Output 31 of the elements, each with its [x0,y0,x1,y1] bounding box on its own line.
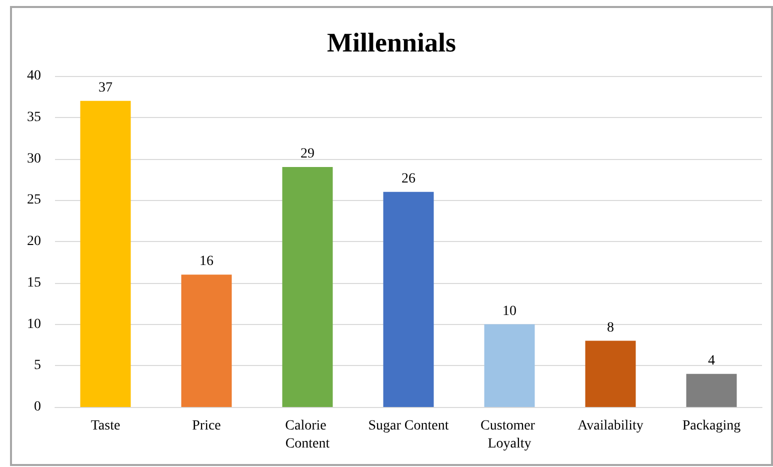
x-tick-label: Calorie Content [285,418,330,452]
data-label: 29 [300,146,314,162]
data-label: 8 [607,320,614,336]
y-tick-label: 15 [27,275,41,290]
y-tick-label: 10 [27,316,41,332]
chart-title: Millennials [326,28,456,58]
data-label: 26 [402,171,416,186]
x-tick-label: Packaging [682,418,741,434]
bar [282,167,333,407]
bar [383,192,434,407]
y-tick-label: 35 [27,110,41,125]
x-tick-label: Availability [578,418,644,434]
bar [686,374,737,407]
x-tick-label: Sugar Content [368,418,449,434]
x-tick-label: Taste [90,418,120,434]
bar [585,340,636,407]
y-tick-label: 30 [27,151,41,166]
y-tick-label: 5 [34,358,41,374]
bar [484,324,535,407]
y-tick-label: 0 [34,400,41,414]
data-label: 37 [98,80,112,96]
y-tick-label: 40 [27,68,41,84]
y-tick-label: 20 [27,234,41,249]
data-label: 16 [200,254,214,270]
y-tick-label: 25 [27,192,41,208]
data-label: 10 [502,304,516,319]
bar [80,100,131,407]
data-label: 4 [708,353,715,368]
bar [181,274,232,407]
x-tick-label: Price [192,418,221,434]
x-tick-label: Customer Loyalty [480,418,538,452]
